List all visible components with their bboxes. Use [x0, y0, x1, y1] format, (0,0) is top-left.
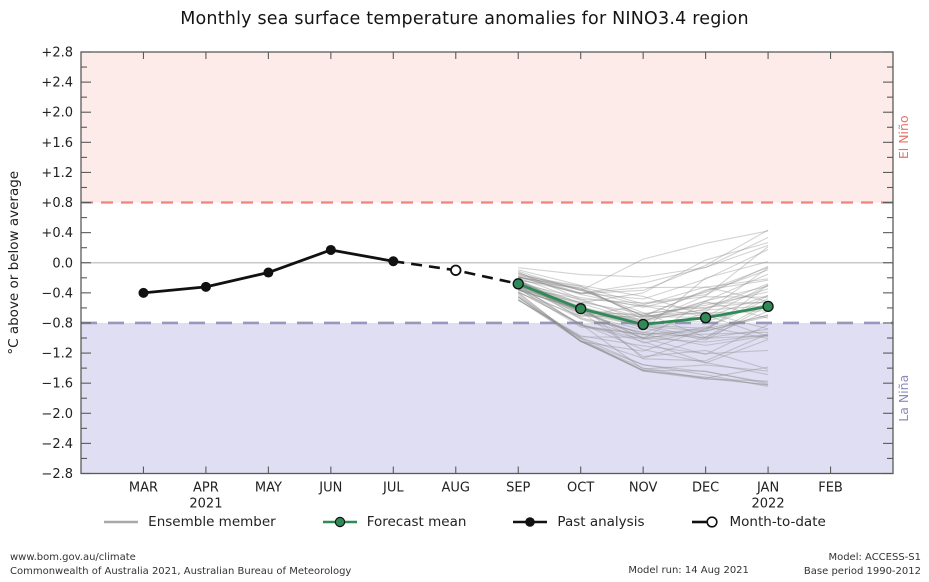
ensemble-member-swatch-icon	[104, 520, 139, 524]
la-nina-label: La Niña	[896, 375, 911, 422]
svg-text:+1.2: +1.2	[41, 166, 73, 181]
copyright-text: Commonwealth of Australia 2021, Australi…	[10, 565, 352, 577]
y-axis-labels: +2.8 +2.4 +2.0 +1.6 +1.2 +0.8 +0.4 0.0 −0.4 −0.8 −…	[41, 46, 73, 483]
svg-text:−0.8: −0.8	[41, 316, 73, 331]
svg-text:FEB: FEB	[818, 481, 843, 496]
svg-text:−2.8: −2.8	[41, 467, 73, 482]
footer-source-block: www.bom.gov.au/climate Commonwealth of A…	[10, 551, 628, 578]
svg-text:0.0: 0.0	[52, 256, 73, 271]
legend-label-ensemble-member: Ensemble member	[148, 514, 276, 530]
svg-text:+1.6: +1.6	[41, 136, 73, 151]
svg-text:+2.8: +2.8	[41, 46, 73, 61]
legend-label-forecast-mean: Forecast mean	[366, 514, 467, 530]
axis-ticks	[81, 51, 893, 475]
svg-text:JAN: JAN	[756, 481, 779, 496]
svg-text:MAY: MAY	[255, 481, 282, 496]
base-period-text: Base period 1990-2012	[803, 565, 921, 577]
month-to-date-marker	[450, 264, 462, 276]
svg-text:JUL: JUL	[382, 481, 404, 496]
svg-text:MAR: MAR	[129, 481, 158, 496]
footer-model-block: Model: ACCESS-S1 Base period 1990-2012	[804, 551, 921, 578]
legend-item-month-to-date: Month-to-date	[691, 514, 826, 530]
la-nina-region	[81, 322, 893, 474]
el-nino-label: El Niño	[896, 115, 911, 159]
svg-text:+2.4: +2.4	[41, 76, 73, 91]
svg-text:+0.8: +0.8	[41, 196, 73, 211]
x-axis-labels: MAR APR MAY JUN JUL AUG SEP OCT NOV DEC JAN FEB 2021…	[129, 481, 843, 512]
forecast-mean-line	[512, 278, 774, 331]
svg-text:OCT: OCT	[567, 481, 594, 496]
source-url: www.bom.gov.au/climate	[10, 552, 136, 563]
svg-text:AUG: AUG	[442, 481, 470, 496]
legend-label-month-to-date: Month-to-date	[729, 514, 826, 530]
svg-text:−1.2: −1.2	[41, 347, 73, 362]
legend-label-past-analysis: Past analysis	[557, 514, 645, 530]
y-axis-title: °C above or below average	[6, 171, 22, 355]
legend-item-ensemble-member: Ensemble member	[103, 514, 276, 530]
svg-text:−0.4: −0.4	[41, 286, 73, 301]
month-to-date-swatch-icon	[691, 516, 718, 528]
model-name-text: Model: ACCESS-S1	[828, 552, 921, 563]
svg-text:NOV: NOV	[629, 481, 658, 496]
svg-text:APR: APR	[193, 481, 219, 496]
svg-text:JUN: JUN	[318, 481, 342, 496]
past-analysis-line	[138, 244, 399, 298]
svg-text:−2.0: −2.0	[41, 407, 73, 422]
el-nino-region	[81, 52, 893, 203]
model-run-text: Model run: 14 Aug 2021	[628, 564, 749, 576]
svg-text:+0.4: +0.4	[41, 226, 73, 241]
svg-text:2021: 2021	[189, 497, 222, 512]
past-analysis-swatch-icon	[513, 517, 548, 527]
forecast-mean-swatch-icon	[322, 516, 357, 528]
svg-text:DEC: DEC	[692, 481, 719, 496]
svg-text:2022: 2022	[752, 497, 785, 512]
legend-item-past-analysis: Past analysis	[512, 514, 645, 530]
svg-text:−1.6: −1.6	[41, 377, 73, 392]
figure-footer: www.bom.gov.au/climate Commonwealth of A…	[10, 551, 921, 578]
svg-text:−2.4: −2.4	[41, 437, 73, 452]
chart-legend: Ensemble member Forecast mean Past analy…	[0, 514, 929, 530]
svg-text:+2.0: +2.0	[41, 106, 73, 121]
svg-text:SEP: SEP	[506, 481, 530, 496]
chart-title: Monthly sea surface temperature anomalie…	[180, 9, 749, 29]
legend-item-forecast-mean: Forecast mean	[322, 514, 467, 530]
ensemble-lines	[517, 229, 769, 388]
